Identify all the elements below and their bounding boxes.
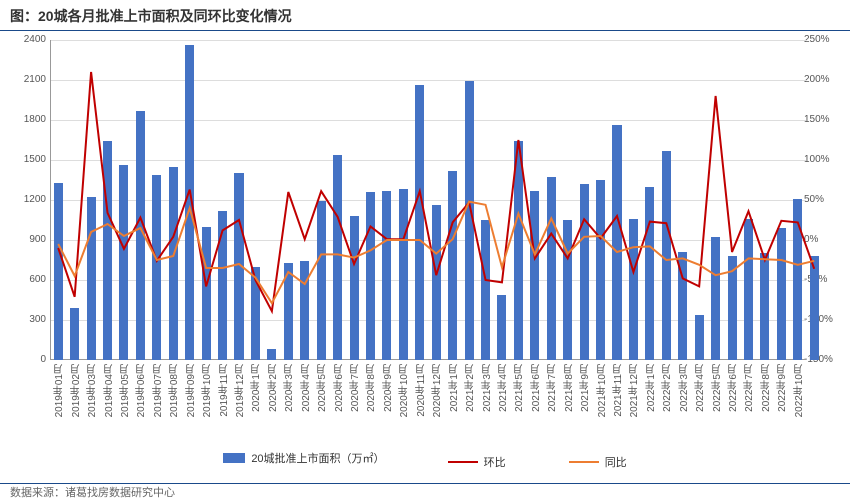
x-tick: 2019年01月	[52, 364, 67, 417]
legend: 20城批准上市面积（万㎡） 环比 同比	[10, 450, 840, 470]
x-tick: 2022年10月	[792, 364, 807, 417]
x-tick: 2019年04月	[102, 364, 117, 417]
x-tick: 2020年7月	[348, 364, 363, 412]
y1-tick: 300	[10, 314, 46, 325]
y1-tick: 1500	[10, 154, 46, 165]
y1-tick: 0	[10, 354, 46, 365]
x-tick: 2019年03月	[85, 364, 100, 417]
x-tick: 2022年7月	[742, 364, 757, 412]
mom-line	[58, 72, 814, 311]
x-tick: 2019年06月	[134, 364, 149, 417]
x-tick: 2020年1月	[249, 364, 264, 412]
y1-tick: 1200	[10, 194, 46, 205]
x-tick: 2019年05月	[118, 364, 133, 417]
x-tick: 2021年4月	[496, 364, 511, 412]
x-tick: 2021年1月	[447, 364, 462, 412]
x-tick: 2021年2月	[463, 364, 478, 412]
x-tick: 2021年7月	[545, 364, 560, 412]
x-tick: 2019年10月	[200, 364, 215, 417]
x-tick: 2021年8月	[562, 364, 577, 412]
x-tick: 2020年8月	[364, 364, 379, 412]
x-tick: 2020年6月	[332, 364, 347, 412]
x-tick: 2019年12月	[233, 364, 248, 417]
y2-tick: 100%	[804, 154, 840, 165]
x-tick: 2021年3月	[480, 364, 495, 412]
chart-title: 图：20城各月批准上市面积及同环比变化情况	[0, 0, 850, 30]
x-tick: 2020年3月	[282, 364, 297, 412]
x-tick: 2020年10月	[397, 364, 412, 417]
x-tick: 2019年08月	[167, 364, 182, 417]
yoy-line	[58, 202, 814, 304]
x-tick: 2020年4月	[299, 364, 314, 412]
x-tick: 2020年9月	[381, 364, 396, 412]
y1-tick: 2400	[10, 34, 46, 45]
chart-area: 030060090012001500180021002400 -150%-100…	[10, 30, 840, 450]
y1-tick: 600	[10, 274, 46, 285]
x-tick: 2021年6月	[529, 364, 544, 412]
y2-tick: 200%	[804, 74, 840, 85]
x-tick: 2020年12月	[430, 364, 445, 417]
data-source: 数据来源：诸葛找房数据研究中心	[10, 484, 175, 500]
x-tick: 2019年11月	[217, 364, 232, 417]
x-tick: 2020年2月	[266, 364, 281, 412]
x-tick: 2022年6月	[726, 364, 741, 412]
x-tick: 2020年5月	[315, 364, 330, 412]
x-tick: 2019年02月	[69, 364, 84, 417]
x-tick: 2021年12月	[627, 364, 642, 417]
x-tick: 2022年5月	[710, 364, 725, 412]
x-tick: 2022年9月	[775, 364, 790, 412]
x-tick: 2019年07月	[151, 364, 166, 417]
x-tick: 2021年11月	[611, 364, 626, 417]
x-tick: 2019年09月	[184, 364, 199, 417]
y2-tick: 0%	[804, 234, 840, 245]
x-tick: 2021年10月	[595, 364, 610, 417]
y2-tick: 50%	[804, 194, 840, 205]
x-tick: 2021年9月	[578, 364, 593, 412]
y1-tick: 900	[10, 234, 46, 245]
x-tick: 2022年2月	[660, 364, 675, 412]
line-series	[50, 40, 806, 360]
chart-container: { "title": "图：20城各月批准上市面积及同环比变化情况", "sou…	[0, 0, 850, 504]
x-tick: 2022年8月	[759, 364, 774, 412]
legend-yoy: 同比	[569, 454, 627, 470]
x-tick: 2022年1月	[644, 364, 659, 412]
y1-tick: 1800	[10, 114, 46, 125]
y2-tick: 250%	[804, 34, 840, 45]
legend-bar: 20城批准上市面积（万㎡）	[223, 450, 384, 466]
bar	[810, 256, 819, 360]
x-tick: 2022年3月	[677, 364, 692, 412]
y2-tick: 150%	[804, 114, 840, 125]
x-tick: 2022年4月	[693, 364, 708, 412]
x-tick: 2020年11月	[414, 364, 429, 417]
x-tick: 2021年5月	[512, 364, 527, 412]
legend-mom: 环比	[448, 454, 506, 470]
x-axis-labels: 2019年01月2019年02月2019年03月2019年04月2019年05月…	[50, 364, 806, 454]
y1-tick: 2100	[10, 74, 46, 85]
